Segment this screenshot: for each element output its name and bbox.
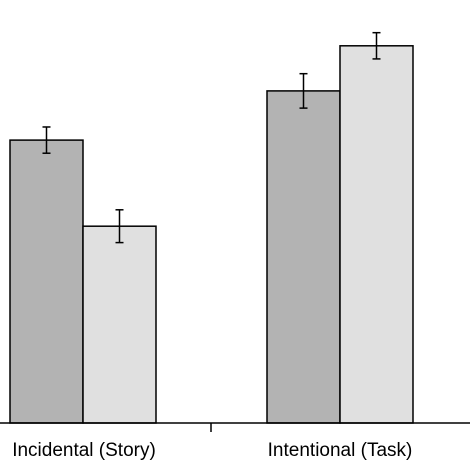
category-label-intentional: Intentional (Task) xyxy=(268,440,413,461)
bar-incidental-series-2 xyxy=(82,225,157,424)
error-bar-incidental-series-2 xyxy=(115,209,124,244)
bar-intentional-series-1 xyxy=(266,90,341,424)
category-label-incidental: Incidental (Story) xyxy=(12,440,156,461)
error-bar-incidental-series-1 xyxy=(42,126,51,154)
error-bar-intentional-series-2 xyxy=(372,31,381,60)
bar-intentional-series-2 xyxy=(339,45,414,424)
error-bars-group xyxy=(42,31,381,244)
error-bar-intentional-series-1 xyxy=(299,72,308,109)
bar-incidental-series-1 xyxy=(9,139,84,424)
bars-group xyxy=(9,45,414,424)
